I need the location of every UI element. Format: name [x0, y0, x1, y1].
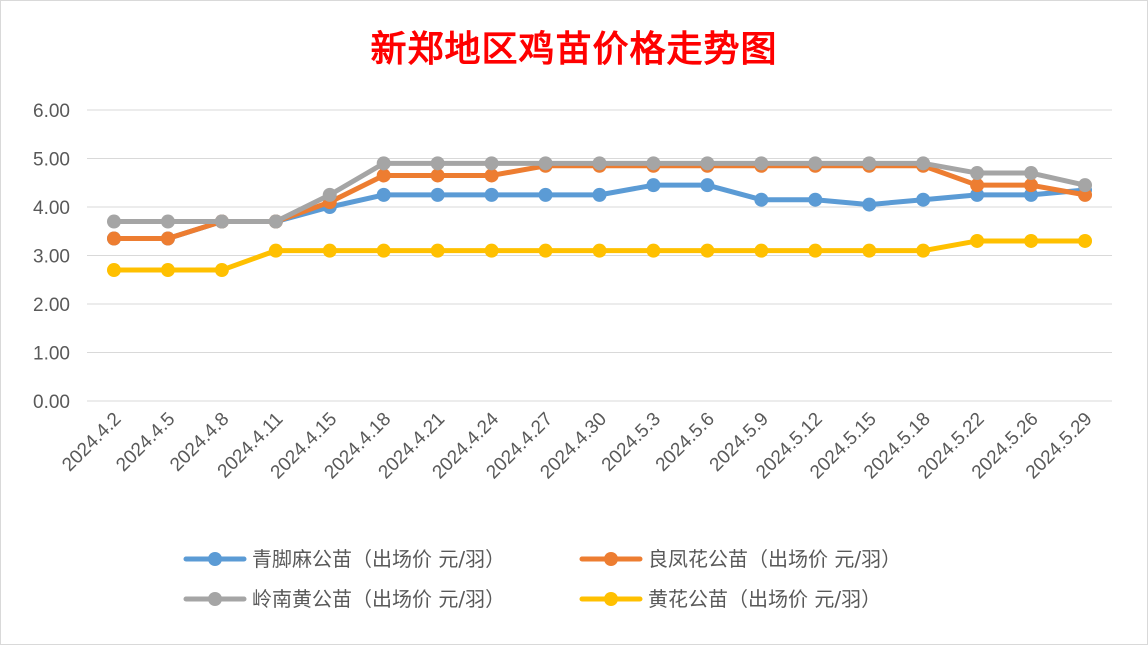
legend-swatch-marker — [208, 552, 222, 566]
data-point — [1024, 187, 1039, 202]
legend-label: 岭南黄公苗（出场价 元/羽） — [252, 587, 505, 611]
data-point — [916, 192, 931, 207]
legend-swatch-marker — [604, 592, 618, 606]
data-point — [376, 187, 391, 202]
data-point — [916, 156, 931, 171]
x-axis: 2024.4.22024.4.52024.4.82024.4.112024.4.… — [58, 408, 1096, 483]
series-lines — [106, 156, 1093, 278]
data-point — [430, 168, 445, 183]
data-point — [1078, 233, 1093, 248]
data-point — [268, 214, 283, 229]
data-point — [808, 156, 823, 171]
data-point — [592, 187, 607, 202]
data-point — [214, 214, 229, 229]
chart-title: 新郑地区鸡苗价格走势图 — [370, 28, 778, 70]
data-point — [700, 243, 715, 258]
data-point — [592, 156, 607, 171]
legend-label: 良凤花公苗（出场价 元/羽） — [648, 547, 901, 571]
data-point — [376, 156, 391, 171]
data-point — [430, 187, 445, 202]
x-tick-label: 2024.5.6 — [652, 409, 719, 476]
data-point — [484, 156, 499, 171]
data-point — [862, 156, 877, 171]
y-tick-label: 6.00 — [33, 101, 70, 122]
y-tick-label: 2.00 — [33, 295, 70, 316]
data-point — [970, 178, 985, 193]
data-point — [376, 168, 391, 183]
x-tick-label: 2024.4.5 — [112, 409, 179, 476]
data-point — [646, 178, 661, 193]
data-point — [592, 243, 607, 258]
y-tick-label: 3.00 — [33, 247, 70, 268]
data-point — [754, 192, 769, 207]
data-point — [700, 178, 715, 193]
data-point — [538, 156, 553, 171]
data-point — [484, 243, 499, 258]
x-tick-label: 2024.5.3 — [598, 409, 665, 476]
y-axis: 0.00 1.00 2.00 3.00 4.00 5.00 6.00 — [33, 101, 70, 413]
y-tick-label: 4.00 — [33, 198, 70, 219]
y-tick-label: 0.00 — [33, 392, 70, 413]
data-point — [484, 168, 499, 183]
data-point — [754, 243, 769, 258]
data-point — [160, 263, 175, 278]
data-point — [970, 233, 985, 248]
data-point — [106, 231, 121, 246]
x-tick-label: 2024.4.2 — [58, 409, 125, 476]
data-point — [430, 156, 445, 171]
data-point — [1078, 187, 1093, 202]
data-point — [160, 231, 175, 246]
y-tick-label: 5.00 — [33, 150, 70, 171]
data-point — [106, 263, 121, 278]
data-point — [430, 243, 445, 258]
data-point — [484, 187, 499, 202]
data-point — [1024, 166, 1039, 181]
data-point — [160, 214, 175, 229]
data-point — [808, 243, 823, 258]
data-point — [538, 187, 553, 202]
data-point — [862, 197, 877, 212]
data-point — [862, 243, 877, 258]
data-point — [322, 243, 337, 258]
legend: 青脚麻公苗（出场价 元/羽） 良凤花公苗（出场价 元/羽） 岭南黄公苗（出场价 元/… — [183, 547, 901, 611]
data-point — [754, 156, 769, 171]
data-point — [106, 214, 121, 229]
legend-label: 黄花公苗（出场价 元/羽） — [648, 587, 881, 611]
legend-swatch-marker — [604, 552, 618, 566]
data-point — [268, 243, 283, 258]
data-point — [970, 166, 985, 181]
data-point — [916, 243, 931, 258]
data-point — [808, 192, 823, 207]
data-point — [538, 243, 553, 258]
data-point — [322, 187, 337, 202]
data-point — [700, 156, 715, 171]
legend-swatch-marker — [208, 592, 222, 606]
data-point — [1024, 178, 1039, 193]
data-point — [1024, 233, 1039, 248]
data-point — [646, 243, 661, 258]
y-tick-label: 1.00 — [33, 344, 70, 365]
series-line — [111, 163, 1088, 242]
data-point — [1078, 178, 1093, 193]
data-point — [214, 263, 229, 278]
data-point — [970, 187, 985, 202]
data-point — [646, 156, 661, 171]
legend-label: 青脚麻公苗（出场价 元/羽） — [252, 547, 505, 571]
data-point — [376, 243, 391, 258]
